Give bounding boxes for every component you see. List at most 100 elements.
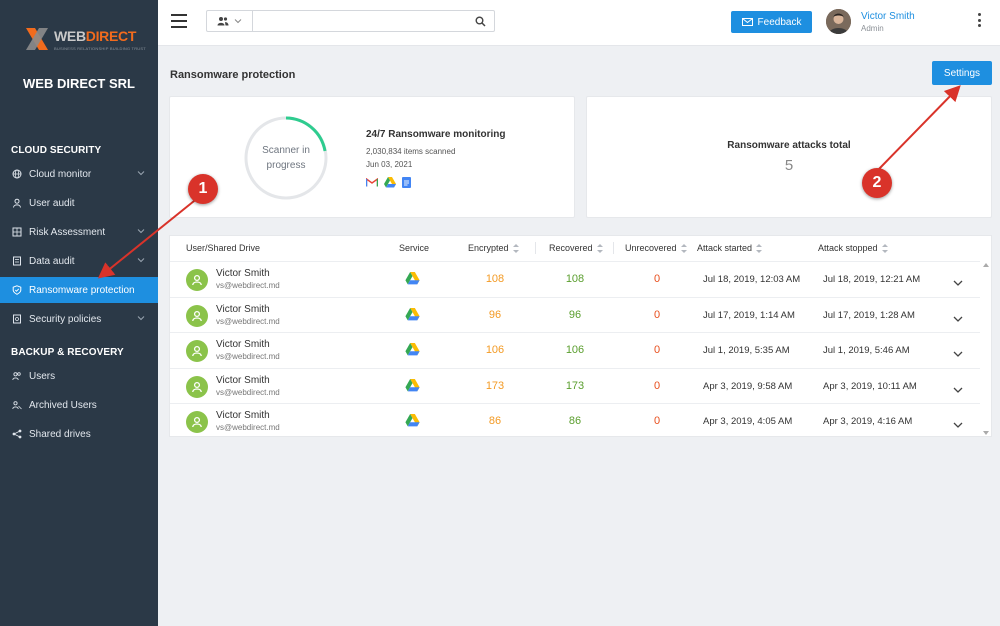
expand-row-chevron-icon[interactable] <box>953 310 963 328</box>
table-row[interactable]: Victor Smith vs@webdirect.md 96 96 0 Jul 17, … <box>170 296 980 332</box>
scanner-progress-ring <box>244 116 328 200</box>
annotation-badge-2: 2 <box>862 168 892 198</box>
section-backup-recovery: BACKUP & RECOVERY <box>11 347 124 358</box>
hamburger-menu-icon[interactable] <box>171 14 187 28</box>
user-avatar-icon <box>186 269 208 291</box>
user-avatar-icon <box>186 375 208 398</box>
sort-icon <box>881 243 888 253</box>
sidebar-item-cloud-monitor[interactable]: Cloud monitor <box>0 161 158 187</box>
sort-icon <box>680 243 687 253</box>
chevron-down-icon <box>137 227 145 238</box>
table-row[interactable]: Victor Smith vs@webdirect.md 106 106 0 Jul 1,… <box>170 332 980 367</box>
more-options-icon[interactable] <box>978 13 982 29</box>
sidebar-item-risk-assessment[interactable]: Risk Assessment <box>0 219 158 245</box>
row-attack-stopped: Jul 18, 2019, 12:21 AM <box>823 274 921 285</box>
expand-row-chevron-icon[interactable] <box>953 381 963 399</box>
row-user-name: Victor Smith <box>216 268 270 279</box>
google-docs-icon <box>402 177 411 188</box>
sidebar-item-shared-drives[interactable]: Shared drives <box>0 421 158 447</box>
feedback-button[interactable]: Feedback <box>731 11 812 33</box>
sidebar-item-label: Users <box>29 370 56 382</box>
table-row[interactable]: Victor Smith vs@webdirect.md 173 173 0 Apr 3,… <box>170 367 980 403</box>
chevron-down-icon <box>137 169 145 180</box>
column-header-unrecovered[interactable]: Unrecovered <box>625 243 687 253</box>
expand-row-chevron-icon[interactable] <box>953 274 963 292</box>
page-title: Ransomware protection <box>170 69 296 81</box>
sidebar-item-ransomware-protection[interactable]: Ransomware protection <box>0 277 158 303</box>
attacks-count: 5 <box>784 157 794 174</box>
monitored-services <box>366 177 411 188</box>
sidebar-item-users[interactable]: Users <box>0 363 158 389</box>
sidebar-item-archived-users[interactable]: Archived Users <box>0 392 158 418</box>
search-bar <box>206 10 495 32</box>
section-cloud-security: CLOUD SECURITY <box>11 145 102 156</box>
user-avatar-icon <box>186 340 208 362</box>
google-drive-icon <box>405 414 420 432</box>
row-attack-started: Apr 3, 2019, 9:58 AM <box>703 380 793 392</box>
user-name[interactable]: Victor Smith <box>861 11 915 22</box>
policy-icon <box>12 314 22 324</box>
chevron-down-icon <box>137 256 145 267</box>
row-unrecovered: 0 <box>653 273 661 285</box>
table-row[interactable]: Victor Smith vs@webdirect.md 108 108 0 Jul 18… <box>170 261 980 296</box>
avatar[interactable] <box>826 9 851 34</box>
row-unrecovered: 0 <box>653 308 661 321</box>
google-drive-icon <box>405 272 420 290</box>
search-icon[interactable] <box>475 16 486 27</box>
row-attack-started: Jul 18, 2019, 12:03 AM <box>703 274 801 285</box>
scanner-status: Scanner in progress <box>262 145 310 171</box>
sidebar-item-data-audit[interactable]: Data audit <box>0 248 158 274</box>
settings-button[interactable]: Settings <box>932 61 992 85</box>
column-header-encrypted[interactable]: Encrypted <box>468 243 519 253</box>
row-user-name: Victor Smith <box>216 374 270 386</box>
row-encrypted: 173 <box>485 379 505 392</box>
column-header-attack-started[interactable]: Attack started <box>697 243 763 253</box>
row-user-email: vs@webdirect.md <box>216 316 280 326</box>
google-drive-icon <box>384 177 396 188</box>
attacks-title: Ransomware attacks total <box>727 140 851 151</box>
sidebar-item-label: User audit <box>29 197 75 209</box>
gmail-icon <box>366 178 378 187</box>
row-user-name: Victor Smith <box>216 339 270 350</box>
table-row[interactable]: Victor Smith vs@webdirect.md 86 86 0 Apr 3, 2… <box>170 403 980 438</box>
expand-row-chevron-icon[interactable] <box>953 345 963 363</box>
column-header-service: Service <box>399 243 430 253</box>
row-recovered: 108 <box>565 273 585 285</box>
document-icon <box>12 256 22 266</box>
row-unrecovered: 0 <box>653 344 661 356</box>
row-encrypted: 108 <box>485 273 505 285</box>
sidebar-item-label: Security policies <box>29 313 102 325</box>
search-filter-dropdown[interactable] <box>207 11 253 31</box>
sidebar-item-user-audit[interactable]: User audit <box>0 190 158 216</box>
archived-users-icon <box>12 400 22 410</box>
table-header: User/Shared Drive Service Encrypted Reco… <box>170 236 991 261</box>
row-encrypted: 106 <box>485 344 505 356</box>
row-recovered: 96 <box>568 308 582 321</box>
sort-icon <box>756 243 763 253</box>
envelope-icon <box>741 18 753 26</box>
company-logo: WEBDIRECT BUSINESS RELATIONSHIP BUILDING… <box>24 24 146 58</box>
sidebar-item-security-policies[interactable]: Security policies <box>0 306 158 332</box>
row-user-email: vs@webdirect.md <box>216 281 280 290</box>
google-drive-icon <box>405 378 420 397</box>
row-attack-stopped: Jul 1, 2019, 5:46 AM <box>823 345 910 356</box>
column-header-attack-stopped[interactable]: Attack stopped <box>818 243 888 253</box>
column-header-user[interactable]: User/Shared Drive <box>186 243 261 253</box>
row-user-email: vs@webdirect.md <box>216 352 280 361</box>
table-scrollbar[interactable] <box>981 261 991 437</box>
scanner-card: Scanner in progress 24/7 Ransomware moni… <box>169 96 575 218</box>
user-role: Admin <box>861 24 884 33</box>
logo-mark-icon <box>26 28 48 50</box>
google-drive-icon <box>405 307 420 326</box>
logo-text: WEBDIRECT <box>54 28 137 44</box>
annotation-badge-1: 1 <box>188 174 218 204</box>
items-scanned: 2,030,834 items scanned <box>366 147 456 156</box>
expand-row-chevron-icon[interactable] <box>953 416 963 434</box>
row-recovered: 86 <box>568 415 582 427</box>
row-user-name: Victor Smith <box>216 303 270 315</box>
attacks-card: Ransomware attacks total 5 <box>586 96 992 218</box>
sidebar-item-label: Data audit <box>29 255 75 267</box>
row-recovered: 106 <box>565 344 585 356</box>
column-header-recovered[interactable]: Recovered <box>549 243 603 253</box>
search-input[interactable] <box>257 13 467 29</box>
